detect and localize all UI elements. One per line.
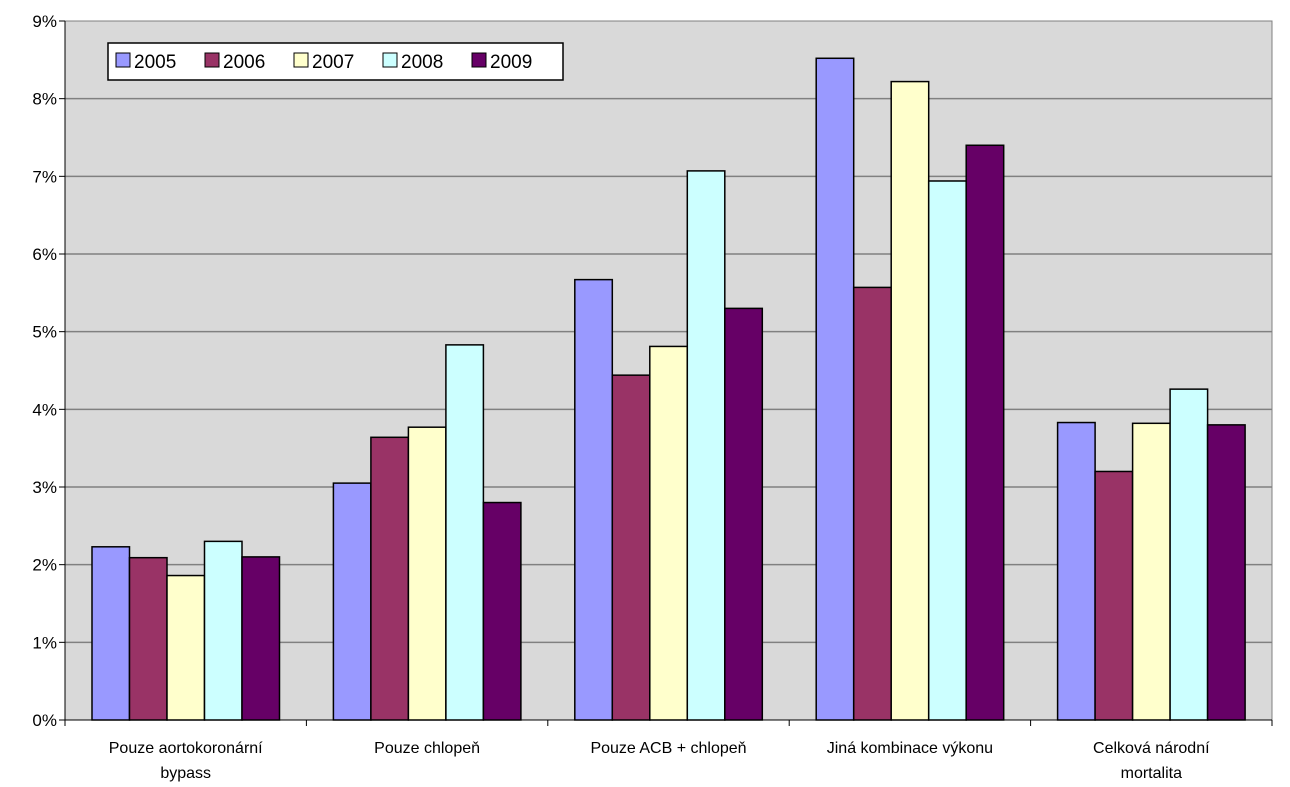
bar-2005-5	[1056, 421, 1096, 721]
bar-2007-3	[649, 345, 689, 721]
legend-swatch-2005	[115, 52, 131, 68]
y-tick-label: 4%	[32, 400, 57, 419]
bar-2006-5	[1094, 470, 1134, 721]
x-category-label: Jiná kombinace výkonu	[827, 740, 993, 757]
legend-label-2006: 2006	[223, 52, 265, 73]
bar-2006-2	[370, 436, 410, 721]
bar-2009-1	[241, 556, 281, 721]
y-tick-label: 7%	[32, 167, 57, 186]
y-tick-label: 8%	[32, 90, 57, 109]
bar-2009-4	[965, 144, 1005, 721]
legend: 2005 2006 2007 2008 2009	[107, 42, 564, 81]
x-category-label: Pouze chlopeň	[374, 740, 480, 757]
bar-2006-3	[611, 374, 651, 721]
x-category-label: Pouze aortokoronární bypass	[109, 740, 263, 782]
bar-2005-3	[574, 278, 614, 721]
bar-2007-5	[1131, 422, 1171, 721]
bar-2007-2	[407, 426, 447, 721]
bar-2005-2	[332, 482, 372, 721]
bar-2006-4	[852, 286, 892, 721]
legend-label-2009: 2009	[490, 52, 532, 73]
bar-2008-2	[445, 344, 485, 721]
legend-box	[107, 42, 564, 81]
bar-2005-4	[815, 57, 855, 721]
x-axis-categories: Pouze aortokoronární bypass Pouze chlopeň P…	[64, 720, 1273, 782]
bar-2007-4	[890, 80, 930, 721]
bar-2008-5	[1169, 388, 1209, 721]
bar-2008-4	[927, 180, 967, 721]
legend-swatch-2009	[471, 52, 487, 68]
legend-label-2005: 2005	[134, 52, 176, 73]
y-tick-label: 6%	[32, 245, 57, 264]
legend-label-2007: 2007	[312, 52, 354, 73]
bars	[91, 57, 1246, 721]
legend-swatch-2006	[204, 52, 220, 68]
bar-2008-1	[203, 540, 243, 721]
legend-label-2008: 2008	[401, 52, 443, 73]
y-tick-label: 3%	[32, 478, 57, 497]
legend-swatch-2007	[293, 52, 309, 68]
x-category-label: Pouze ACB + chlopeň	[590, 740, 746, 757]
x-category-label: Celková národní mortalita	[1093, 740, 1210, 782]
y-tick-label: 1%	[32, 633, 57, 652]
axes	[64, 21, 1272, 721]
y-tick-label: 2%	[32, 556, 57, 575]
bar-2006-1	[128, 556, 168, 721]
bar-2009-3	[724, 307, 764, 721]
bar-2008-3	[686, 170, 726, 721]
y-axis-ticks: 0% 1% 2% 3% 4% 5% 6% 7% 8% 9%	[32, 12, 65, 730]
bar-2005-1	[91, 546, 131, 721]
y-tick-label: 0%	[32, 711, 57, 730]
bar-2009-2	[482, 501, 522, 721]
y-tick-label: 9%	[32, 12, 57, 31]
bar-2007-1	[166, 574, 206, 721]
y-tick-label: 5%	[32, 323, 57, 342]
bar-2009-5	[1206, 424, 1246, 721]
legend-swatch-2008	[382, 52, 398, 68]
